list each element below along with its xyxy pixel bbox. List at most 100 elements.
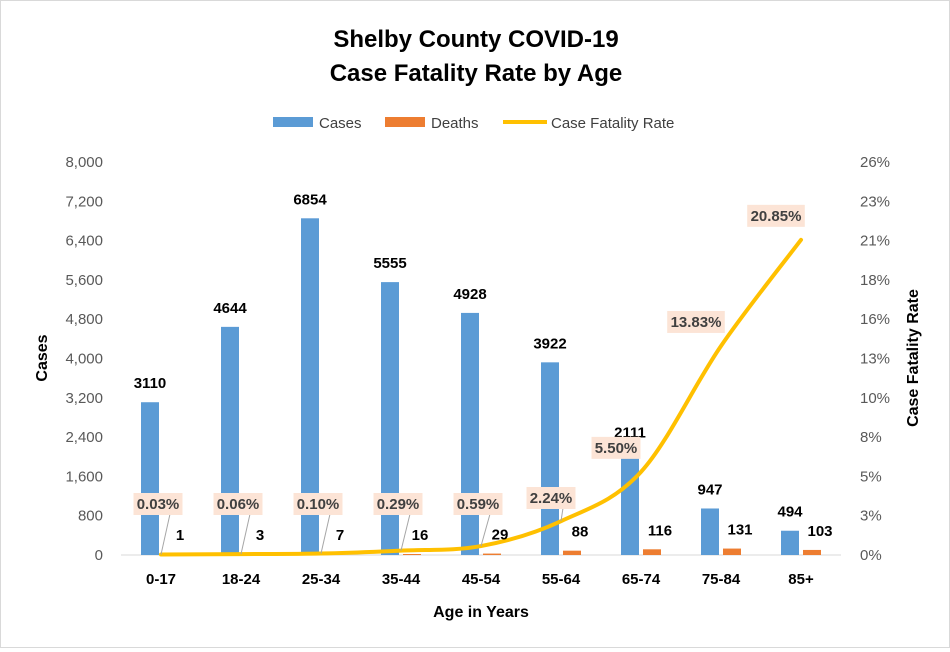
label-cases: 4644: [213, 300, 247, 317]
label-cases: 5555: [373, 255, 406, 272]
y-tick-label: 0: [95, 547, 103, 564]
y2-tick-label: 23%: [860, 193, 890, 210]
y2-tick-label: 18%: [860, 272, 890, 289]
rate-label-bg: [133, 493, 183, 515]
x-tick-label: 25-34: [302, 571, 341, 588]
y-tick-label: 7,200: [65, 193, 103, 210]
rate-leader-line: [320, 513, 331, 554]
y-tick-label: 6,400: [65, 233, 103, 250]
bar-cases: [621, 451, 639, 555]
legend-swatch-deaths: [385, 117, 425, 127]
bar-cases: [221, 326, 239, 555]
y-tick-label: 4,000: [65, 351, 103, 368]
y-tick-label: 2,400: [65, 429, 103, 446]
label-deaths: 29: [492, 527, 509, 544]
bar-cases: [141, 402, 159, 555]
label-rate: 20.85%: [751, 208, 802, 225]
label-rate: 13.83%: [671, 314, 722, 331]
x-tick-label: 45-54: [462, 571, 501, 588]
y-tick-label: 1,600: [65, 468, 103, 485]
rate-label-bg: [293, 493, 343, 515]
label-deaths: 103: [807, 523, 832, 540]
label-deaths: 1: [176, 527, 184, 544]
rate-leader-line: [480, 513, 491, 547]
rate-label-bg: [747, 204, 805, 227]
chart-title-line-1: Shelby County COVID-19: [333, 26, 618, 53]
rate-label-bg: [213, 493, 263, 515]
bar-cases: [701, 508, 719, 555]
label-deaths: 16: [412, 527, 429, 544]
rate-label-bg: [526, 487, 576, 509]
axes: 0 800 1,600 2,400 3,200 4,000 4,800 5,600 6,400 7…: [65, 154, 890, 588]
label-cases: 3110: [134, 375, 167, 392]
label-deaths: 7: [336, 527, 344, 544]
label-cases: 494: [777, 504, 803, 521]
rate-label-bg: [667, 310, 725, 333]
y2-tick-label: 8%: [860, 429, 882, 446]
bar-deaths: [803, 549, 821, 555]
y2-tick-label: 26%: [860, 154, 890, 171]
y-tick-label: 3,200: [65, 390, 103, 407]
rate-leader-line: [560, 507, 564, 522]
rate-leader-line: [160, 513, 171, 555]
label-rate: 0.03%: [137, 496, 180, 513]
label-cases: 4928: [453, 286, 486, 303]
legend: Cases Deaths Case Fatality Rate: [273, 115, 674, 132]
bar-cases: [381, 282, 399, 555]
x-tick-label: 75-84: [702, 571, 741, 588]
x-tick-label: 85+: [788, 571, 814, 588]
y2-tick-label: 0%: [860, 547, 882, 564]
bar-deaths: [563, 550, 581, 555]
label-cases: 947: [697, 481, 722, 498]
rate-label-bg: [591, 436, 641, 459]
x-axis-title: Age in Years: [433, 604, 529, 621]
y2-tick-label: 10%: [860, 390, 890, 407]
y2-tick-label: 16%: [860, 311, 890, 328]
y-tick-label: 4,800: [65, 311, 103, 328]
legend-label-cases: Cases: [319, 115, 362, 132]
legend-label-deaths: Deaths: [431, 115, 479, 132]
label-rate: 0.06%: [217, 496, 260, 513]
label-deaths: 131: [727, 522, 752, 539]
label-deaths: 116: [648, 522, 672, 539]
label-cases: 6854: [293, 191, 327, 208]
chart-title-line-2: Case Fatality Rate by Age: [330, 60, 623, 87]
bar-deaths: [643, 549, 661, 555]
y2-axis-title: Case Fatality Rate: [905, 289, 922, 427]
rate-label-bg: [373, 493, 423, 515]
label-cases: 3922: [533, 335, 566, 352]
x-tick-label: 65-74: [622, 571, 661, 588]
y2-tick-label: 5%: [860, 468, 882, 485]
label-rate: 0.10%: [297, 496, 340, 513]
rate-label-bg: [453, 493, 503, 515]
x-tick-label: 55-64: [542, 571, 581, 588]
label-rate: 2.24%: [530, 490, 573, 507]
label-rate: 0.29%: [377, 496, 420, 513]
y2-tick-label: 3%: [860, 508, 882, 525]
bar-deaths: [403, 554, 421, 555]
rate-line-group: [159, 237, 803, 557]
legend-label-rate: Case Fatality Rate: [551, 115, 674, 132]
y2-tick-label: 21%: [860, 233, 890, 250]
bar-deaths: [723, 548, 741, 555]
bar-cases: [301, 218, 319, 556]
y-tick-label: 5,600: [65, 272, 103, 289]
label-deaths: 88: [572, 524, 589, 541]
x-tick-label: 18-24: [222, 571, 261, 588]
x-tick-label: 35-44: [382, 571, 421, 588]
y2-tick-label: 13%: [860, 351, 890, 368]
bar-cases: [781, 530, 799, 555]
rate-leader-line: [240, 513, 251, 555]
label-rate: 5.50%: [595, 440, 638, 457]
y-tick-label: 800: [78, 508, 103, 525]
rate-line: [159, 237, 803, 557]
label-deaths: 3: [256, 527, 264, 544]
legend-swatch-cases: [273, 117, 313, 127]
y-tick-label: 8,000: [65, 154, 103, 171]
bar-cases: [461, 312, 479, 555]
label-rate: 0.59%: [457, 496, 500, 513]
rate-leader-line: [400, 513, 411, 551]
